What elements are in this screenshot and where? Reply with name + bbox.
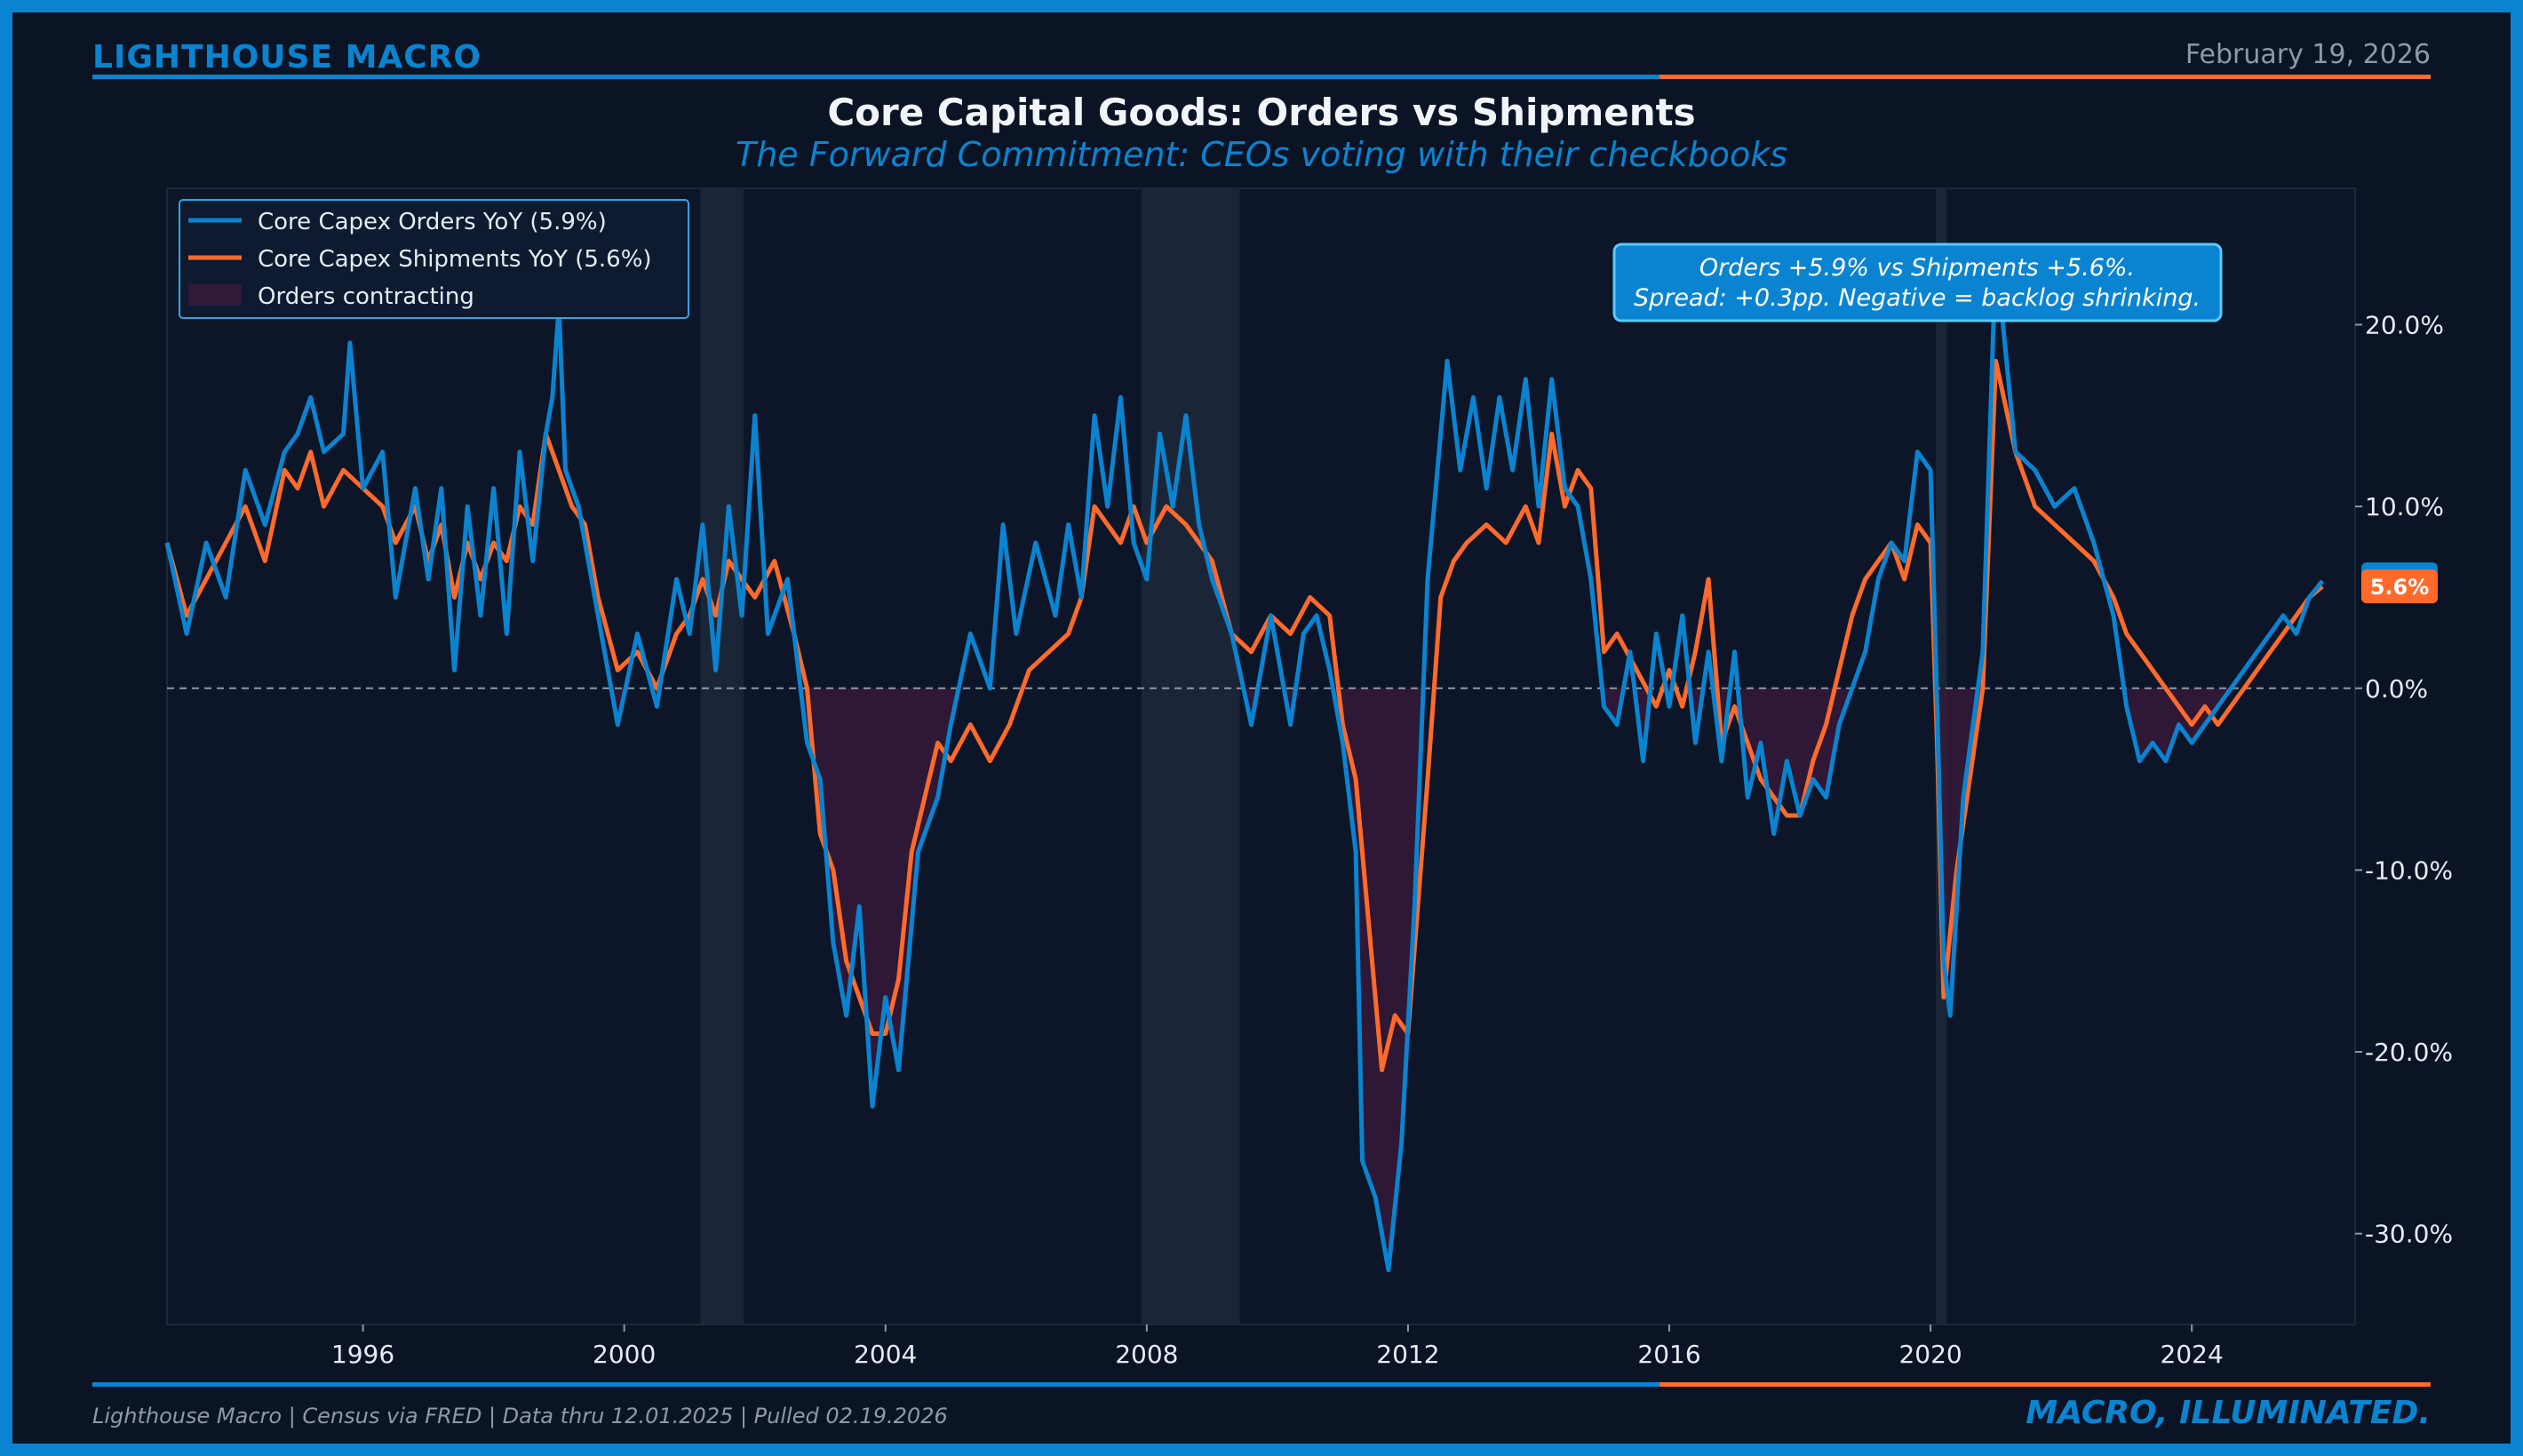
x-tick-label-2004: 2004 (854, 1340, 917, 1369)
x-tick-label-2012: 2012 (1376, 1340, 1439, 1369)
x-tick-label-2024: 2024 (2161, 1340, 2224, 1369)
plot-area (166, 187, 2356, 1325)
publish-date: February 19, 2026 (2185, 39, 2431, 70)
annotation-line-2: Spread: +0.3pp. Negative = backlog shrin… (1634, 284, 2201, 312)
x-axis-ticks: 1996 2000 2004 2008 2012 2016 2020 2024 (331, 1325, 2224, 1369)
header-rule-blue (92, 75, 1659, 79)
recession-band-1 (1141, 188, 1240, 1325)
y-tick-label: 10.0% (2365, 492, 2444, 521)
x-tick-label-2000: 2000 (593, 1340, 656, 1369)
chart-subtitle: The Forward Commitment: CEOs voting with… (735, 135, 1787, 174)
y-tick-label: -10.0% (2365, 855, 2453, 885)
annotation-line-1: Orders +5.9% vs Shipments +5.6%. (1699, 254, 2135, 282)
y-tick-label: -20.0% (2365, 1038, 2453, 1067)
y-tick-label: 20.0% (2365, 310, 2444, 339)
legend-label-contracting: Orders contracting (258, 283, 474, 310)
series-line-orders (164, 250, 2325, 1273)
x-tick-label-2008: 2008 (1115, 1340, 1178, 1369)
x-tick-label-2016: 2016 (1637, 1340, 1700, 1369)
brand-logo-text: LIGHTHOUSE MACRO (92, 39, 482, 76)
legend-label-orders: Core Capex Orders YoY (5.9%) (258, 209, 607, 235)
footer-rule-orange (1659, 1382, 2431, 1387)
series-line-shipments (164, 358, 2324, 1072)
legend-label-shipments: Core Capex Shipments YoY (5.6%) (258, 246, 652, 273)
tagline: MACRO, ILLUMINATED. (2026, 1395, 2431, 1431)
annotation-box: Orders +5.9% vs Shipments +5.6%. Spread:… (1612, 243, 2223, 322)
recession-bands (700, 188, 1947, 1325)
source-note: Lighthouse Macro | Census via FRED | Dat… (92, 1404, 948, 1428)
header-rule-orange (1659, 75, 2431, 79)
chart-title: Core Capital Goods: Orders vs Shipments (827, 91, 1696, 134)
annotation-background (1612, 243, 2223, 322)
y-axis-ticks: 20.0% 10.0% 0.0% -10.0% -20.0% -30.0% (2355, 310, 2453, 1249)
contraction-area-11 (1738, 688, 1852, 834)
y-tick-label: -30.0% (2365, 1220, 2453, 1249)
legend: Core Capex Orders YoY (5.9%) Core Capex … (179, 199, 689, 319)
x-tick-label-1996: 1996 (331, 1340, 394, 1369)
last-value-badge-shipments (2361, 569, 2438, 604)
recession-band-0 (700, 188, 744, 1325)
last-value-label: 5.6% (2370, 575, 2430, 600)
x-tick-label-2020: 2020 (1898, 1340, 1962, 1369)
last-value-badge: 5.6% (2361, 562, 2438, 604)
legend-box (179, 199, 689, 319)
contraction-area-2 (800, 688, 959, 1107)
y-tick-label: 0.0% (2365, 674, 2428, 704)
legend-swatch-contracting (188, 284, 242, 306)
series-lines (164, 250, 2325, 1273)
footer-rule-blue (92, 1382, 1659, 1387)
